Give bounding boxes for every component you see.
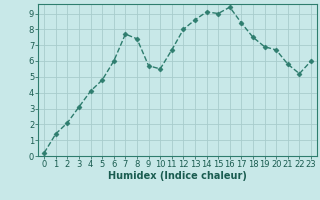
X-axis label: Humidex (Indice chaleur): Humidex (Indice chaleur) (108, 171, 247, 181)
